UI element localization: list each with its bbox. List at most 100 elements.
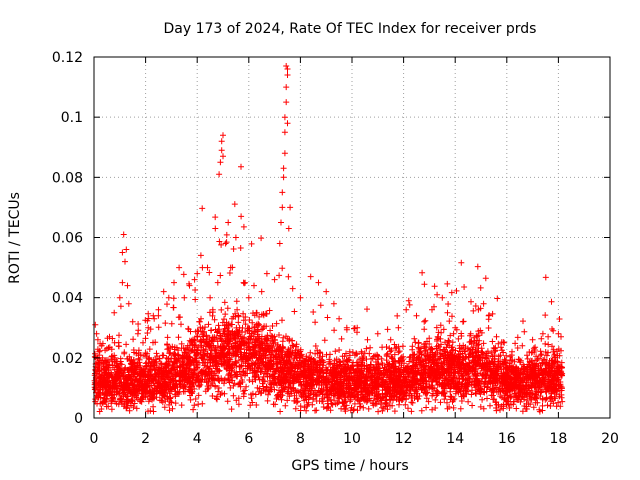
data-point — [444, 405, 451, 412]
data-point — [544, 385, 551, 392]
data-point — [206, 376, 213, 383]
data-point — [536, 408, 543, 415]
data-point — [109, 377, 116, 384]
data-point — [484, 348, 491, 355]
data-point — [421, 326, 428, 333]
data-point — [503, 364, 510, 371]
data-point — [117, 303, 124, 310]
data-point — [320, 377, 327, 384]
data-point — [418, 384, 425, 391]
data-point — [223, 366, 230, 373]
data-point — [383, 351, 390, 358]
data-point — [172, 393, 179, 400]
data-point — [417, 380, 424, 387]
data-point — [411, 335, 418, 342]
data-point — [466, 351, 473, 358]
data-point — [355, 397, 362, 404]
data-point — [200, 359, 206, 366]
data-point — [286, 356, 293, 363]
data-point — [128, 380, 135, 387]
data-point — [176, 388, 183, 395]
data-point — [506, 405, 513, 411]
data-point — [444, 280, 451, 287]
data-point — [126, 407, 133, 414]
data-point — [405, 369, 412, 376]
data-point — [185, 326, 192, 333]
data-point — [502, 359, 509, 366]
data-point — [507, 357, 514, 363]
data-point — [364, 365, 371, 372]
data-point — [178, 402, 185, 409]
data-point — [235, 319, 242, 326]
data-point — [119, 370, 126, 377]
data-point — [215, 322, 222, 329]
data-point — [180, 271, 187, 278]
data-point — [162, 320, 169, 327]
data-point — [272, 401, 279, 408]
data-point — [248, 395, 255, 402]
data-point — [432, 369, 439, 376]
data-point — [434, 366, 441, 373]
data-point — [269, 344, 276, 351]
data-point — [291, 355, 297, 362]
data-point — [232, 342, 239, 349]
data-point — [217, 391, 224, 398]
data-point — [403, 385, 410, 391]
data-point — [221, 326, 228, 332]
data-point — [494, 295, 501, 302]
data-point — [116, 332, 122, 339]
data-point — [423, 404, 430, 411]
data-point — [450, 380, 457, 387]
data-point — [225, 327, 232, 334]
data-point — [121, 349, 128, 356]
data-point — [177, 363, 184, 370]
data-point — [196, 377, 203, 383]
data-point — [240, 310, 247, 317]
data-point — [195, 392, 202, 399]
data-point — [323, 374, 330, 381]
data-point — [131, 383, 138, 390]
data-point — [458, 259, 465, 266]
data-point — [379, 407, 386, 414]
data-point — [195, 401, 202, 408]
data-point — [458, 330, 465, 337]
data-point — [458, 381, 465, 388]
data-point — [543, 352, 550, 359]
data-point — [355, 362, 362, 369]
data-point — [331, 366, 338, 373]
data-point — [139, 373, 146, 380]
data-point — [94, 367, 101, 374]
data-point — [404, 383, 411, 390]
data-point — [338, 335, 345, 342]
data-point — [203, 332, 210, 339]
data-point — [96, 357, 103, 364]
data-point — [514, 345, 521, 351]
data-point — [521, 328, 528, 335]
data-point — [168, 320, 175, 327]
data-point — [151, 315, 158, 322]
data-point — [466, 375, 473, 382]
data-point — [490, 360, 496, 367]
data-point — [550, 386, 557, 393]
data-point — [209, 337, 216, 344]
data-point — [215, 353, 222, 360]
data-point — [235, 313, 242, 320]
data-point — [133, 405, 140, 412]
data-point — [399, 396, 406, 403]
data-point — [524, 355, 531, 362]
data-point — [152, 385, 159, 391]
data-point — [113, 400, 120, 407]
data-point — [155, 312, 162, 319]
data-point — [357, 378, 363, 385]
data-point — [491, 396, 498, 403]
data-point — [214, 338, 221, 345]
data-point — [247, 335, 254, 342]
data-point — [324, 314, 331, 321]
data-point — [431, 283, 438, 290]
data-point — [303, 353, 310, 360]
data-point — [432, 405, 439, 411]
chart-title: Day 173 of 2024, Rate Of TEC Index for r… — [164, 21, 537, 37]
data-point — [204, 264, 211, 271]
data-point — [381, 383, 388, 390]
data-point — [542, 388, 549, 395]
